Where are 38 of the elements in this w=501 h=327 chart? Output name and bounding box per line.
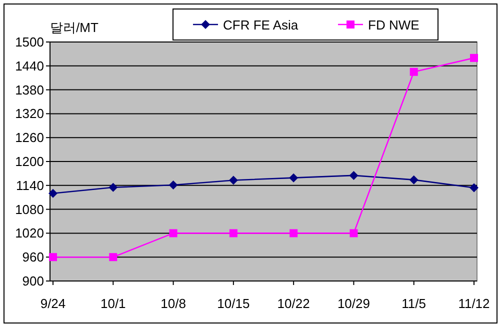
y-tick-label: 1020 xyxy=(15,226,44,241)
y-tick-label: 960 xyxy=(22,250,44,265)
x-tick-label: 10/22 xyxy=(277,296,310,311)
y-axis-title: 달러/MT xyxy=(50,20,98,35)
point xyxy=(169,229,178,238)
point xyxy=(168,180,178,190)
point xyxy=(49,253,57,262)
y-tick-label: 1200 xyxy=(15,154,44,169)
point xyxy=(229,229,238,238)
x-tick-label: 10/29 xyxy=(337,296,370,311)
x-tick-label: 10/1 xyxy=(100,296,126,311)
y-tick-label: 1500 xyxy=(15,34,44,50)
point xyxy=(410,68,418,76)
point xyxy=(470,183,478,192)
point xyxy=(290,229,298,238)
point xyxy=(228,176,238,185)
point xyxy=(109,253,118,262)
y-tick-label: 1440 xyxy=(15,58,44,74)
y-tick-label: 1380 xyxy=(15,82,44,98)
legend-label: CFR FE Asia xyxy=(223,18,299,32)
y-tick-label: 1080 xyxy=(15,202,44,217)
y-tick-label: 1140 xyxy=(16,178,44,193)
y-tick-label: 1260 xyxy=(15,130,44,146)
y-tick-label: 900 xyxy=(22,274,44,288)
point xyxy=(108,182,118,192)
point xyxy=(349,170,358,180)
point xyxy=(409,175,418,184)
point xyxy=(48,188,58,198)
point xyxy=(470,54,478,62)
x-tick-label: 9/24 xyxy=(40,296,66,311)
x-tick-label: 11/5 xyxy=(402,296,426,311)
x-tick-label: 11/12 xyxy=(458,296,490,311)
point xyxy=(350,229,358,238)
point xyxy=(289,173,298,182)
y-tick-label: 1320 xyxy=(15,106,44,122)
x-tick-label: 10/8 xyxy=(160,296,186,311)
legend-label: FD NWE xyxy=(368,18,420,32)
x-tick-label: 10/15 xyxy=(217,296,250,311)
